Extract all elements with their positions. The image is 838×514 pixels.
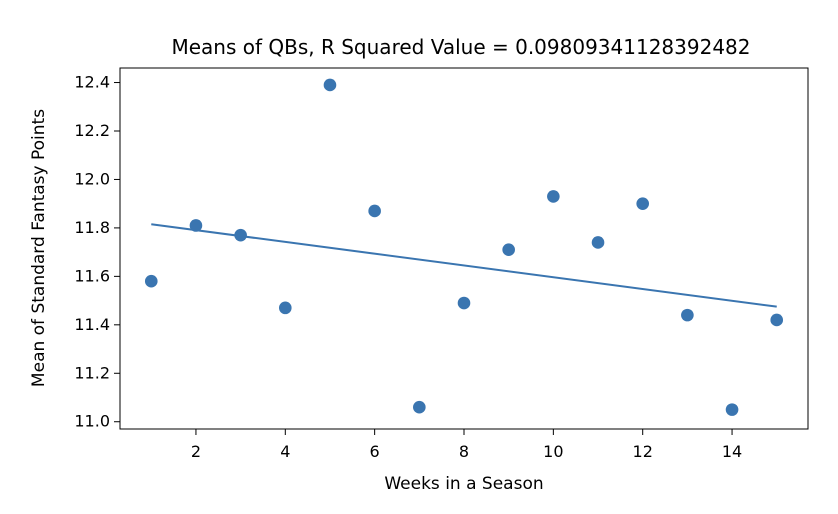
y-axis-label: Mean of Standard Fantasy Points: [29, 109, 49, 387]
y-axis: 11.0 11.2 11.4 11.6 11.8 12.0 12.2 12.4: [74, 73, 120, 431]
x-axis-label: Weeks in a Season: [384, 474, 543, 494]
x-tick-label: 2: [191, 442, 201, 461]
scatter-point: [368, 204, 381, 218]
x-axis: 2 4 6 8 10 12 14: [191, 429, 742, 461]
x-tick-label: 8: [459, 442, 469, 461]
y-tick-label: 12.4: [74, 73, 110, 92]
scatter-point: [234, 228, 247, 242]
scatter-point: [413, 400, 426, 414]
scatter-point: [323, 78, 337, 92]
scatter-point: [547, 190, 560, 203]
plot-area-frame: [119, 67, 809, 430]
x-tick-label: 6: [370, 442, 380, 461]
y-tick-label: 11.2: [74, 363, 110, 382]
trend-line: [151, 223, 777, 308]
chart-title: Means of QBs, R Squared Value = 0.098093…: [171, 35, 750, 59]
y-tick-label: 11.8: [74, 218, 110, 237]
x-tick-label: 12: [633, 442, 653, 461]
x-tick-label: 10: [543, 442, 563, 461]
scatter-point: [278, 301, 292, 315]
scatter-point: [189, 219, 203, 232]
y-tick-label: 12.2: [74, 121, 110, 140]
scatter-point: [502, 243, 515, 257]
y-tick-label: 12.0: [74, 169, 110, 188]
points-layer: [144, 78, 784, 416]
y-tick-label: 11.6: [74, 266, 110, 285]
y-tick-label: 11.0: [74, 412, 110, 431]
scatter-point: [457, 296, 471, 310]
scatter-point: [770, 313, 784, 327]
x-tick-label: 4: [280, 442, 290, 461]
scatter-point: [591, 236, 605, 249]
scatter-point: [725, 403, 739, 416]
trend-line-layer: [151, 223, 777, 308]
scatter-point: [636, 197, 650, 210]
scatter-point: [681, 308, 694, 322]
x-tick-label: 14: [722, 442, 742, 461]
scatter-point: [144, 274, 158, 288]
y-tick-label: 11.4: [74, 315, 110, 334]
